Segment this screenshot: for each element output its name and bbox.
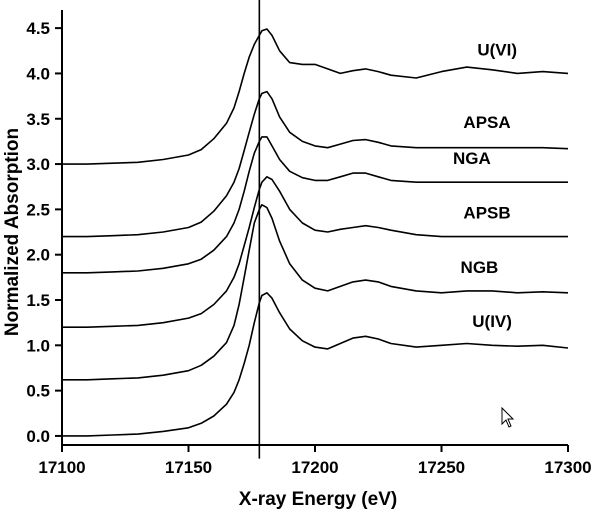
series-group [62,28,569,437]
y-axis: 0.0 0.5 1.0 1.5 2.0 2.5 3.0 3.5 4.0 4.5 [26,19,62,446]
y-tick-label: 0.0 [26,427,50,446]
y-tick-label: 2.5 [26,200,50,219]
series-label-apsb: APSB [463,203,510,222]
series-line-ngb [62,204,569,381]
y-axis-title: Normalized Absorption [2,128,23,336]
series-line-u-vi [62,28,569,165]
y-tick-label: 0.5 [26,382,50,401]
series-label-apsa: APSA [463,113,510,132]
x-tick-label: 17150 [165,458,212,477]
y-tick-label: 4.5 [26,19,50,38]
y-tick-label: 3.0 [26,155,50,174]
y-tick-label: 1.0 [26,336,50,355]
x-tick-label: 17200 [291,458,338,477]
series-labels: U(VI) APSA NGA APSB NGB U(IV) [453,40,517,331]
y-tick-label: 4.0 [26,64,50,83]
x-tick-label: 17250 [418,458,465,477]
plot-area [61,10,568,446]
x-axis: 17100 17150 17200 17250 17300 [38,445,592,477]
y-tick-label: 1.5 [26,291,50,310]
x-tick-label: 17300 [544,458,591,477]
series-line-apsa [62,90,569,238]
series-line-u-iv [62,292,569,437]
y-tick-label: 2.0 [26,246,50,265]
series-line-nga [62,136,568,274]
mouse-pointer-icon [501,406,515,428]
y-tick-label: 3.5 [26,110,50,129]
series-label-nga: NGA [453,149,491,168]
x-axis-title: X-ray Energy (eV) [239,489,397,510]
x-tick-label: 17100 [38,458,85,477]
series-label-u-vi: U(VI) [477,40,517,59]
series-line-apsb [62,176,568,328]
series-label-ngb: NGB [461,258,499,277]
series-label-u-iv: U(IV) [472,312,512,331]
